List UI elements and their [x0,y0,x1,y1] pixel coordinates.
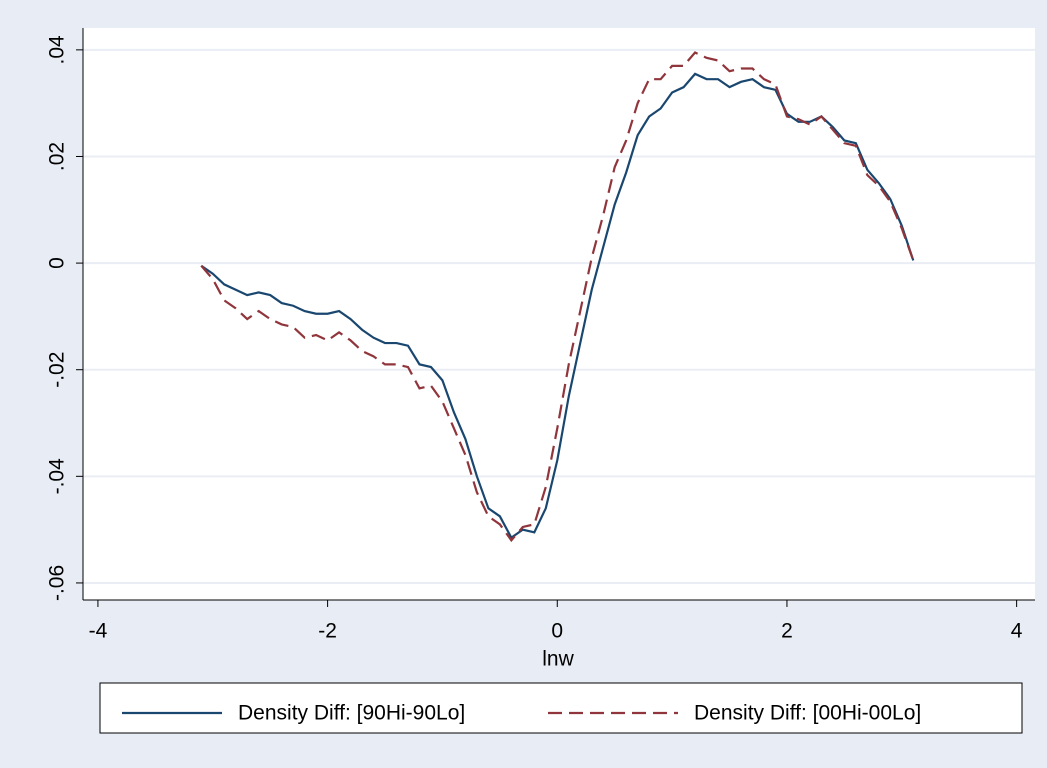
x-tick-label: -2 [318,620,337,643]
legend-box [99,682,1023,734]
legend-label: Density Diff: [90Hi-90Lo] [238,702,465,725]
y-tick-label: .04 [46,35,69,65]
y-tick-label: 0 [46,257,69,269]
x-tick-label: 2 [781,620,793,643]
legend-label: Density Diff: [00Hi-00Lo] [694,702,921,725]
plot-area [83,28,1035,600]
x-tick-label: -4 [89,620,108,643]
y-tick-label: -.04 [46,458,69,495]
x-axis-label: lnw [542,648,574,671]
x-tick-label: 4 [1011,620,1023,643]
y-tick-label: -.02 [46,352,69,388]
y-tick-label: -.06 [46,565,69,601]
series-line [200,51,915,543]
y-tick-label: .02 [46,142,69,171]
series-line [200,72,915,540]
x-tick-label: 0 [551,620,563,643]
